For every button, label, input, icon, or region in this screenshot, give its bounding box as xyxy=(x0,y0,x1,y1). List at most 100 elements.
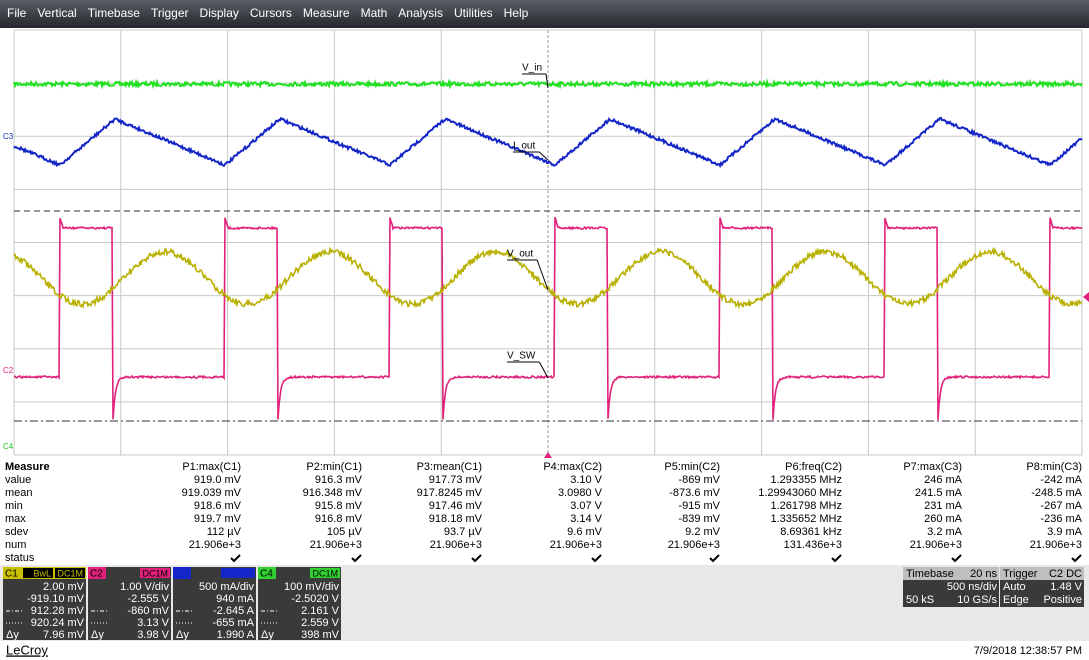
channel-value: 912.28 mV xyxy=(31,605,85,617)
status-check xyxy=(471,554,482,563)
timebase-header xyxy=(903,567,999,580)
channel-value: -860 mV xyxy=(127,605,169,617)
menu-bar xyxy=(0,0,1089,28)
measure-cell: 917.8245 mV xyxy=(417,487,483,499)
status-check xyxy=(831,554,842,563)
measure-cell: 21.906e+3 xyxy=(668,539,720,551)
label-pointer xyxy=(538,151,549,161)
status-check xyxy=(351,554,362,563)
channel-marker: C2 xyxy=(3,366,14,375)
measure-cell: 9.2 mV xyxy=(685,526,721,538)
measure-cell: 3.10 V xyxy=(570,474,602,486)
menu-item[interactable]: Vertical xyxy=(37,6,76,20)
measure-cell: 21.906e+3 xyxy=(430,539,482,551)
measure-cell: 260 mA xyxy=(924,513,963,525)
channel-tag-bg xyxy=(23,568,53,578)
channel-tag-bg xyxy=(140,568,170,578)
delta-label: Δy xyxy=(91,629,104,641)
measure-row-label: sdev xyxy=(5,526,29,538)
menu-item[interactable]: Analysis xyxy=(398,6,443,20)
label-pointer xyxy=(536,259,549,291)
menu-item[interactable]: Trigger xyxy=(151,6,189,20)
waveform xyxy=(13,116,1083,169)
channel-value: -2.645 A xyxy=(213,605,255,617)
menu-item[interactable]: Display xyxy=(200,6,239,20)
menu-item[interactable]: Help xyxy=(504,6,529,20)
measure-header: P3:mean(C1) xyxy=(417,461,482,473)
menu-item[interactable]: Measure xyxy=(303,6,350,20)
channel-value: 2.161 V xyxy=(301,605,340,617)
channel-name: C2 xyxy=(90,569,103,580)
measure-cell: 21.906e+3 xyxy=(189,539,241,551)
trace-label: V_in xyxy=(522,63,542,74)
channel-tag: DC1M xyxy=(312,568,338,578)
measure-cell: 916.348 mV xyxy=(303,487,363,499)
ui: File Vertical Timebase Trigger Display Cursor… xyxy=(3,6,1089,657)
measure-header: P5:min(C2) xyxy=(664,461,720,473)
measure-cell: 21.906e+3 xyxy=(310,539,362,551)
measure-cell: 131.436e+3 xyxy=(784,539,842,551)
measure-row-label: min xyxy=(5,500,23,512)
channel-tab xyxy=(173,567,191,579)
measure-cell: 917.46 mV xyxy=(429,500,483,512)
channel-value: -2.5020 V xyxy=(291,593,339,605)
channel-marker: C4 xyxy=(3,442,14,451)
channel-value: 2.00 mV xyxy=(43,581,85,593)
trigger-field: 1.48 V xyxy=(1050,581,1082,593)
measure-cell: 919.7 mV xyxy=(194,513,242,525)
measure-cell: 3.07 V xyxy=(570,500,602,512)
trigger-field: Edge xyxy=(1003,594,1029,606)
status-check xyxy=(230,554,241,563)
measure-cell: 231 mA xyxy=(924,500,963,512)
menu-item[interactable]: Utilities xyxy=(454,6,493,20)
measure-cell: 3.9 mA xyxy=(1047,526,1083,538)
measure-cell: -248.5 mA xyxy=(1031,487,1082,499)
measure-cell: 8.69361 kHz xyxy=(780,526,842,538)
channel-marker: C3 xyxy=(3,132,14,141)
channel-value: 1.00 V/div xyxy=(120,581,169,593)
measure-cell: 1.261798 MHz xyxy=(770,500,842,512)
measure-cell: 3.2 mA xyxy=(927,526,963,538)
trigger-marker xyxy=(1083,292,1089,302)
measure-cell: 21.906e+3 xyxy=(550,539,602,551)
measure-cell: 1.293355 MHz xyxy=(770,474,842,486)
channel-box[interactable] xyxy=(173,567,256,640)
menu-item[interactable]: Cursors xyxy=(250,6,292,20)
trace-label: V_SW xyxy=(507,351,536,362)
delta-label: Δy xyxy=(176,629,189,641)
channel-tag-bg xyxy=(221,568,255,578)
channel-value: 940 mA xyxy=(216,593,255,605)
channel-tag-bg xyxy=(310,568,340,578)
timebase-field: 10 GS/s xyxy=(957,594,997,606)
channel-value: -919.10 mV xyxy=(27,593,85,605)
menu-item[interactable]: File xyxy=(7,6,27,20)
measure-cell: 919.039 mV xyxy=(182,487,242,499)
channel-box[interactable] xyxy=(258,567,341,640)
channel-tag: DC1M xyxy=(57,568,83,578)
channel-value: 3.98 V xyxy=(137,629,169,641)
measure-cell: -242 mA xyxy=(1040,474,1082,486)
trace-label: V_out xyxy=(507,249,533,260)
menu-item[interactable]: Math xyxy=(361,6,388,20)
status-check xyxy=(951,554,962,563)
trigger-field: C2 DC xyxy=(1049,568,1082,580)
channel-name: C4 xyxy=(260,569,273,580)
menu-item[interactable]: Timebase xyxy=(88,6,141,20)
timestamp: 7/9/2018 12:38:57 PM xyxy=(974,645,1082,657)
trigger-field: Positive xyxy=(1043,594,1082,606)
channel-value: 1.990 A xyxy=(217,629,255,641)
channel-box[interactable] xyxy=(3,567,86,640)
timebase-field: Timebase xyxy=(906,568,954,580)
brand: LeCroy xyxy=(6,642,48,657)
channel-tab xyxy=(88,567,106,579)
measure-cell: 3.0980 V xyxy=(558,487,603,499)
measure-cell: 1.29943060 MHz xyxy=(758,487,842,499)
label-pointer xyxy=(545,73,549,89)
measure-cell: 917.73 mV xyxy=(429,474,483,486)
timebase-field: 500 ns/div xyxy=(947,581,998,593)
waveform xyxy=(13,246,1083,310)
channel-box[interactable] xyxy=(88,567,171,640)
measure-row-label: max xyxy=(5,513,26,525)
grid xyxy=(13,29,1083,456)
